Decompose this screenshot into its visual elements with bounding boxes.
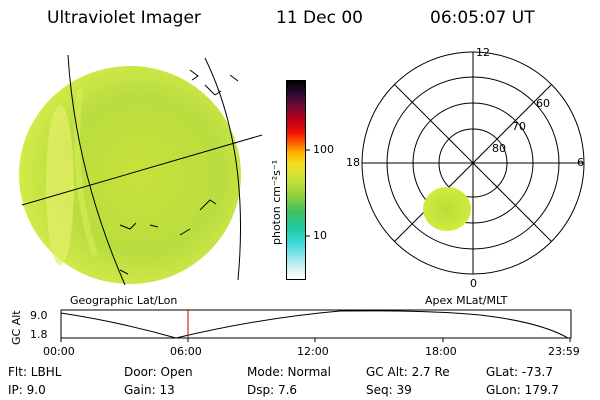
alt-ytick-9: 9.0 xyxy=(30,309,48,322)
polar-lat-60: 60 xyxy=(536,97,550,110)
alt-xtick-1200: 12:00 xyxy=(297,345,329,358)
info-glon: GLon: 179.7 xyxy=(486,383,559,397)
auroral-oval-patch xyxy=(423,187,471,231)
polar-lat-80: 80 xyxy=(492,142,506,155)
alt-xtick-0600: 06:00 xyxy=(170,345,202,358)
polar-label-18: 18 xyxy=(346,156,360,169)
colorbar-tick-100: 100 xyxy=(313,143,334,156)
mlat-mlt-polar-plot xyxy=(361,51,585,275)
info-filter: Flt: LBHL xyxy=(8,365,62,379)
altitude-curve xyxy=(60,310,569,339)
intensity-colorbar xyxy=(286,80,306,280)
info-gc-alt: GC Alt: 2.7 Re xyxy=(366,365,450,379)
info-door: Door: Open xyxy=(124,365,193,379)
colorbar-tick-10: 10 xyxy=(313,229,327,242)
colorbar-ticks xyxy=(306,149,310,237)
polar-lat-70: 70 xyxy=(512,120,526,133)
info-ip: IP: 9.0 xyxy=(8,383,46,397)
polar-label-0: 0 xyxy=(470,277,477,290)
alt-xtick-1800: 18:00 xyxy=(425,345,457,358)
info-seq: Seq: 39 xyxy=(366,383,412,397)
instrument-title: Ultraviolet Imager xyxy=(47,8,201,28)
altitude-plot xyxy=(60,309,572,342)
info-glat: GLat: -73.7 xyxy=(486,365,553,379)
polar-label-12: 12 xyxy=(476,46,490,59)
earth-globe-image xyxy=(19,54,263,286)
alt-ytick-1-8: 1.8 xyxy=(30,328,48,341)
alt-xtick-2359: 23:59 xyxy=(548,345,580,358)
alt-xtick-0000: 00:00 xyxy=(43,345,75,358)
info-gain: Gain: 13 xyxy=(124,383,175,397)
polar-label-6: 6 xyxy=(577,156,584,169)
info-dsp: Dsp: 7.6 xyxy=(247,383,298,397)
date-label: 11 Dec 00 xyxy=(276,8,363,28)
colorbar-unit-label: photon cm⁻²s⁻¹ xyxy=(270,159,283,245)
globe-caption: Geographic Lat/Lon xyxy=(70,294,178,307)
alt-ylabel: GC Alt xyxy=(10,310,23,345)
polar-caption: Apex MLat/MLT xyxy=(425,294,508,307)
info-mode: Mode: Normal xyxy=(247,365,331,379)
time-label: 06:05:07 UT xyxy=(430,8,535,28)
